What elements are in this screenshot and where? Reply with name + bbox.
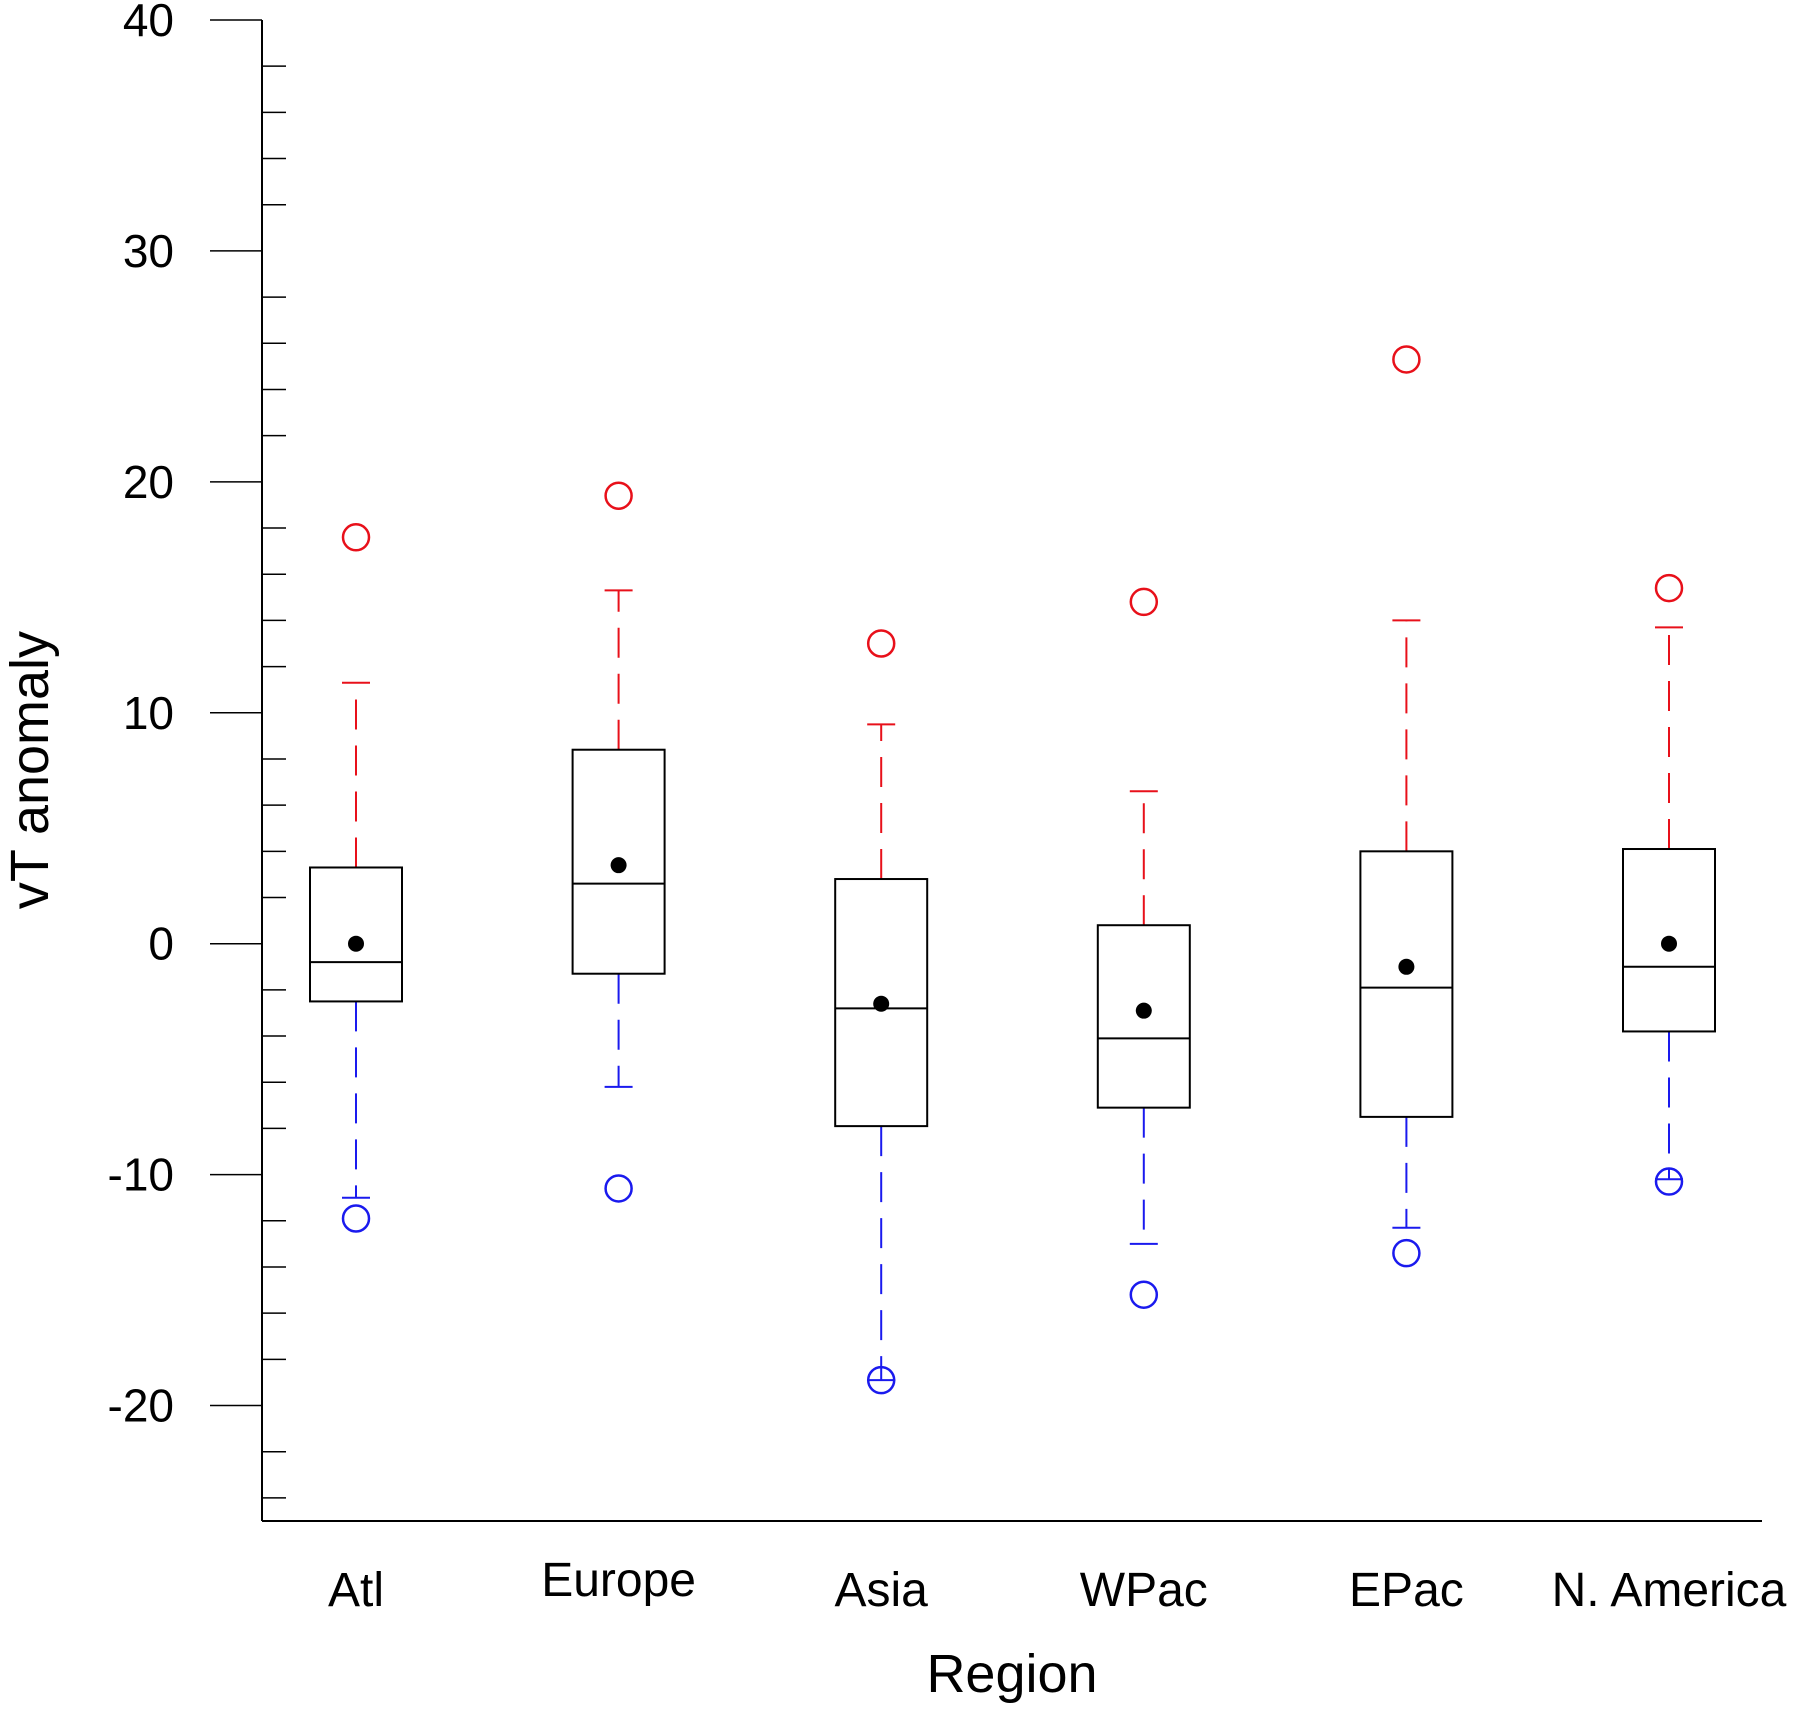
box-group [571, 481, 666, 1203]
upper-outlier [1129, 587, 1159, 617]
category-label: N. America [1552, 1564, 1787, 1617]
box-group [1096, 587, 1191, 1309]
iqr-box [1359, 850, 1454, 1118]
y-axis-title: vT anomaly [0, 631, 60, 909]
mean-point [873, 995, 890, 1012]
mean-point [1661, 935, 1677, 952]
box-series [309, 345, 1716, 1395]
mean-point [1398, 958, 1415, 975]
lower-outlier [1654, 1167, 1684, 1196]
category-label: Europe [541, 1554, 696, 1607]
axes-layer [261, 20, 1762, 1522]
box-group [834, 629, 929, 1395]
y-tick-label: 30 [123, 225, 174, 277]
box-group [1622, 573, 1716, 1196]
iqr-box [309, 866, 403, 1003]
mean-point [610, 857, 627, 874]
upper-outlier [866, 629, 896, 658]
upper-outlier [1392, 345, 1421, 374]
category-label: WPac [1080, 1564, 1208, 1617]
mean-point [348, 935, 364, 952]
y-tick-label: 0 [148, 918, 174, 970]
box-group [1359, 345, 1454, 1268]
y-tick-label: 20 [123, 456, 174, 508]
mean-point [1135, 1002, 1152, 1019]
lower-outlier [866, 1365, 896, 1395]
category-label: Asia [835, 1564, 929, 1617]
y-ticks: -20 -10 0 10 20 30 40 [108, 0, 286, 1499]
y-tick-label: 40 [123, 0, 174, 46]
upper-outlier [1654, 573, 1684, 603]
y-tick-label: -10 [108, 1149, 174, 1201]
category-label: Atl [328, 1564, 384, 1617]
lower-outlier [1129, 1280, 1159, 1309]
y-tick-label: -20 [108, 1380, 174, 1432]
lower-outlier [604, 1174, 633, 1203]
category-labels: Atl Europe Asia WPac EPac N. America [328, 1554, 1787, 1617]
lower-outlier [1392, 1238, 1421, 1268]
category-label: EPac [1349, 1564, 1464, 1617]
iqr-box [571, 748, 666, 975]
upper-outlier [341, 523, 371, 552]
box-group [309, 523, 403, 1233]
lower-outlier [341, 1204, 371, 1233]
upper-outlier [604, 481, 633, 510]
y-tick-label: 10 [123, 687, 174, 739]
x-axis-title: Region [926, 1644, 1097, 1704]
